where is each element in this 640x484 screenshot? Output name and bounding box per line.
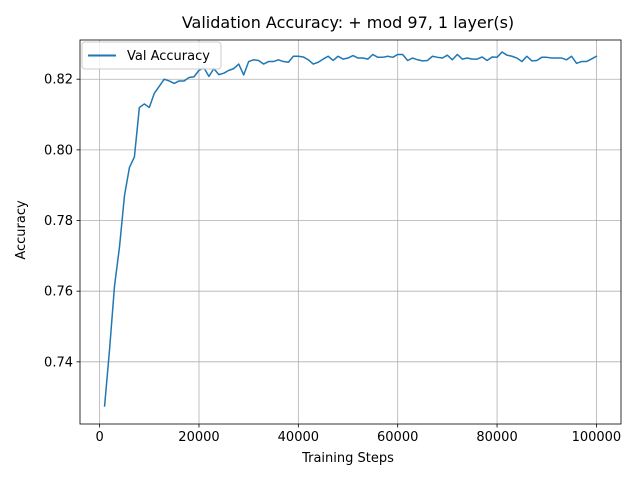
x-tick-label: 60000	[377, 430, 418, 445]
x-tick-label: 0	[95, 430, 103, 445]
legend-box	[81, 41, 222, 70]
grid	[80, 40, 621, 424]
x-axis-label: Training Steps	[301, 451, 394, 466]
y-tick-label: 0.78	[44, 214, 73, 229]
chart-title: Validation Accuracy: + mod 97, 1 layer(s…	[182, 13, 514, 32]
x-tick-label: 20000	[178, 430, 219, 445]
y-axis-label: Accuracy	[14, 200, 29, 260]
x-tick-label: 100000	[572, 430, 622, 445]
y-tick-label: 0.80	[44, 143, 73, 158]
y-tick-label: 0.82	[44, 73, 73, 88]
x-tick-label: 80000	[476, 430, 517, 445]
legend-label-val-accuracy: Val Accuracy	[127, 49, 210, 64]
series-layer	[103, 51, 598, 407]
series-line-val-accuracy	[103, 51, 598, 407]
plot-frame	[79, 39, 622, 425]
y-tick-label: 0.74	[44, 355, 73, 370]
y-tick-label: 0.76	[44, 285, 73, 300]
axis-ticks: 0 20000 40000 60000 80000 100000 0.74 0.76 0.78 0…	[44, 73, 621, 445]
x-tick-label: 40000	[278, 430, 319, 445]
legend: Val Accuracy	[81, 41, 222, 70]
